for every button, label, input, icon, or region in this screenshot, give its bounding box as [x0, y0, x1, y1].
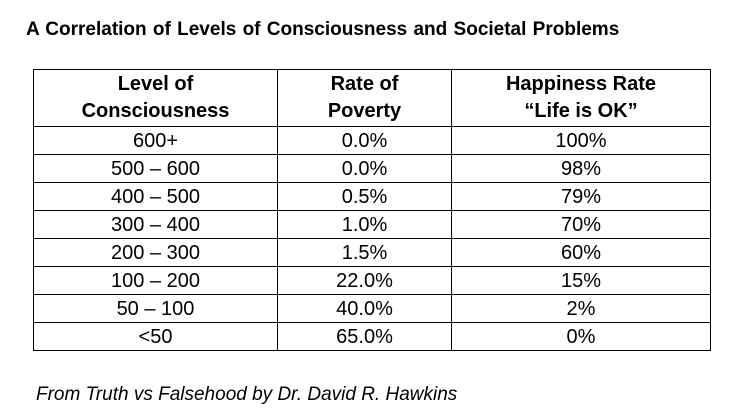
table-row: 100 – 200 22.0% 15% — [33, 266, 711, 295]
source-footnote: From Truth vs Falsehood by Dr. David R. … — [36, 384, 458, 405]
header-line: “Life is OK” — [524, 100, 638, 122]
cell-poverty: 0.0% — [277, 126, 452, 155]
header-line: Rate of — [330, 73, 399, 95]
header-line: Level of — [117, 73, 194, 95]
cell-happiness: 0% — [451, 322, 711, 351]
cell-level: 100 – 200 — [33, 266, 278, 295]
header-line: Consciousness — [81, 100, 230, 122]
cell-happiness: 15% — [451, 266, 711, 295]
cell-happiness: 98% — [451, 154, 711, 183]
table-row: 500 – 600 0.0% 98% — [33, 154, 711, 183]
cell-poverty: 40.0% — [277, 294, 452, 323]
table-row: <50 65.0% 0% — [33, 322, 711, 351]
table-row: 50 – 100 40.0% 2% — [33, 294, 711, 323]
cell-happiness: 60% — [451, 238, 711, 267]
cell-poverty: 65.0% — [277, 322, 452, 351]
cell-level: <50 — [33, 322, 278, 351]
cell-level: 300 – 400 — [33, 210, 278, 239]
header-row: Level of Consciousness Rate of Poverty H… — [33, 69, 711, 127]
cell-happiness: 79% — [451, 182, 711, 211]
header-line: Happiness Rate — [505, 73, 657, 95]
header-rate-of-poverty: Rate of Poverty — [277, 69, 452, 127]
cell-poverty: 0.0% — [277, 154, 452, 183]
header-line: Poverty — [327, 100, 402, 122]
cell-happiness: 100% — [451, 126, 711, 155]
table-header: Level of Consciousness Rate of Poverty H… — [33, 69, 711, 127]
table-body: 600+ 0.0% 100% 500 – 600 0.0% 98% 400 – … — [33, 126, 711, 351]
consciousness-table: Level of Consciousness Rate of Poverty H… — [33, 69, 711, 351]
header-happiness-rate: Happiness Rate “Life is OK” — [451, 69, 711, 127]
table-row: 400 – 500 0.5% 79% — [33, 182, 711, 211]
table-row: 600+ 0.0% 100% — [33, 126, 711, 155]
cell-happiness: 70% — [451, 210, 711, 239]
cell-poverty: 1.5% — [277, 238, 452, 267]
header-level-of-consciousness: Level of Consciousness — [33, 69, 278, 127]
page-title: A Correlation of Levels of Consciousness… — [26, 19, 620, 40]
cell-level: 200 – 300 — [33, 238, 278, 267]
cell-level: 600+ — [33, 126, 278, 155]
cell-level: 400 – 500 — [33, 182, 278, 211]
table-row: 300 – 400 1.0% 70% — [33, 210, 711, 239]
cell-level: 50 – 100 — [33, 294, 278, 323]
table-row: 200 – 300 1.5% 60% — [33, 238, 711, 267]
cell-poverty: 0.5% — [277, 182, 452, 211]
cell-happiness: 2% — [451, 294, 711, 323]
cell-poverty: 1.0% — [277, 210, 452, 239]
cell-level: 500 – 600 — [33, 154, 278, 183]
cell-poverty: 22.0% — [277, 266, 452, 295]
